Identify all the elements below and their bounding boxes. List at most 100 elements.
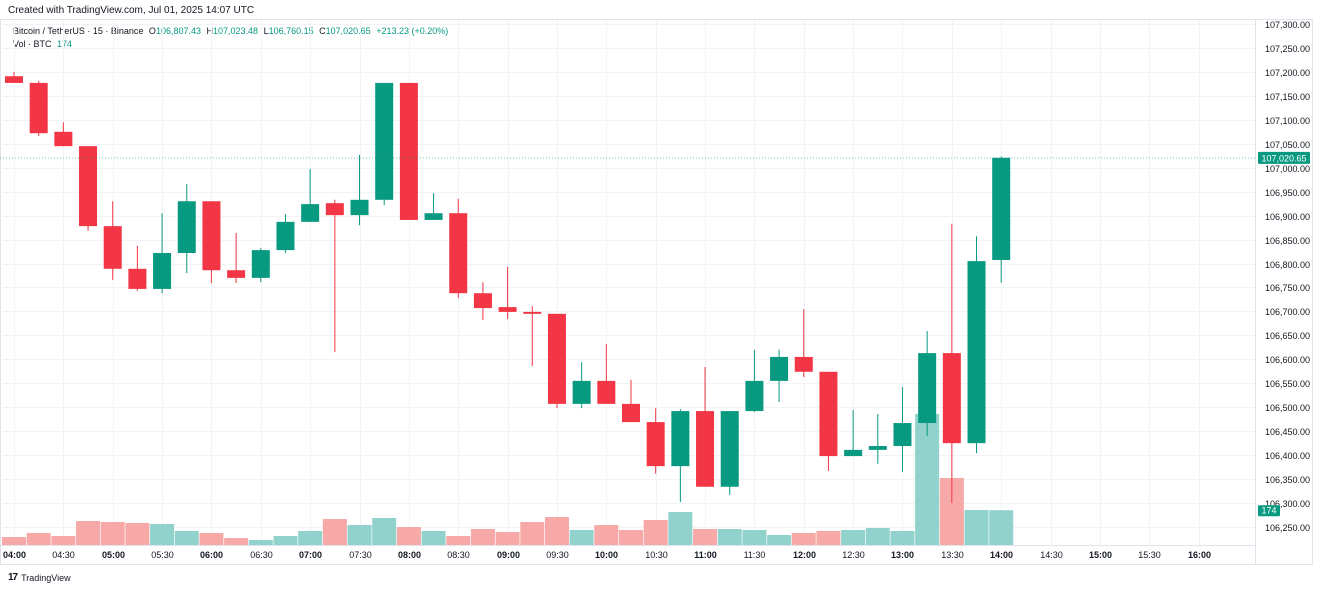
symbol-title: Bitcoin / TetherUS · 15 · Binance <box>13 26 144 36</box>
candle-body <box>893 423 912 447</box>
volume-bar <box>619 530 643 545</box>
volume-bar <box>693 529 718 545</box>
volume-bar <box>273 536 298 545</box>
candle-body <box>202 201 221 271</box>
price-tick-label: 106,600.00 <box>1265 355 1310 365</box>
volume-bar <box>347 525 372 545</box>
volume-bar <box>224 538 249 545</box>
volume-bar <box>816 531 841 545</box>
time-tick-label: 16:00 <box>1188 550 1211 560</box>
volume-bar <box>520 522 545 545</box>
candle-body <box>671 411 690 467</box>
volume-bar <box>2 537 26 545</box>
time-tick-label: 07:30 <box>349 550 372 560</box>
candle-body <box>844 449 863 457</box>
time-tick-label: 05:00 <box>102 550 125 560</box>
candle-body <box>227 270 246 278</box>
candle-body <box>424 213 443 220</box>
series-legend: Bitcoin / TetherUS · 15 · Binance O106,8… <box>13 25 451 51</box>
candle-body <box>399 82 418 220</box>
candle-body <box>646 422 665 467</box>
candle-body <box>177 201 196 253</box>
price-tick-label: 106,400.00 <box>1265 451 1310 461</box>
last-price-badge <box>1258 151 1310 164</box>
candle-body <box>301 204 320 222</box>
price-tick-label: 107,050.00 <box>1265 140 1310 150</box>
price-tick-label: 107,250.00 <box>1265 44 1310 54</box>
candle-body <box>572 380 591 404</box>
volume-bar <box>544 517 569 545</box>
time-tick-label: 12:30 <box>842 550 865 560</box>
volume-bar <box>125 523 150 545</box>
time-tick-label: 08:30 <box>447 550 470 560</box>
candle-body <box>79 146 98 227</box>
price-tick-label: 107,300.00 <box>1265 20 1310 30</box>
volume-bar <box>396 527 421 545</box>
volume-bar <box>791 533 816 545</box>
candle-body <box>967 261 986 444</box>
time-tick-label: 09:00 <box>497 550 520 560</box>
time-tick-label: 09:30 <box>546 550 569 560</box>
volume-bar <box>26 533 51 545</box>
price-tick-label: 106,450.00 <box>1265 427 1310 437</box>
volume-bar <box>199 533 224 545</box>
volume-bar <box>248 540 273 545</box>
created-caption: Created with TradingView.com, Jul 01, 20… <box>8 5 255 16</box>
volume-bar <box>51 536 76 545</box>
candle-body <box>54 131 73 147</box>
time-tick-label: 14:30 <box>1040 550 1063 560</box>
last-volume-label: 174 <box>1261 506 1276 516</box>
candle-body <box>547 313 566 404</box>
axes: 107,300.00 107,250.00 107,200.00 107,150.00… <box>0 20 1310 560</box>
candle-body <box>325 203 344 216</box>
price-tick-label: 107,150.00 <box>1265 92 1310 102</box>
volume-bar <box>495 532 520 545</box>
gridlines <box>0 20 1255 545</box>
volume-bar <box>989 510 1014 545</box>
volume-bar <box>643 520 668 545</box>
price-tick-label: 107,200.00 <box>1265 68 1310 78</box>
price-tick-label: 106,300.00 <box>1265 499 1310 509</box>
price-tick-label: 107,000.00 <box>1265 164 1310 174</box>
candle-body <box>375 82 394 200</box>
volume-bar <box>594 525 619 545</box>
time-tick-label: 08:00 <box>398 550 421 560</box>
tv-logo-icon: 17 <box>8 572 18 583</box>
price-tick-label: 106,850.00 <box>1265 236 1310 246</box>
volume-bar <box>841 530 866 545</box>
volume-bar <box>470 529 495 545</box>
candle-body <box>5 76 23 83</box>
time-tick-label: 10:00 <box>595 550 618 560</box>
price-tick-label: 106,250.00 <box>1265 523 1310 533</box>
volume-bar <box>964 510 989 545</box>
candle-body <box>794 356 813 372</box>
volume-bar <box>372 518 397 545</box>
time-tick-label: 13:00 <box>891 550 914 560</box>
volume-row: Vol · BTC 174 <box>13 38 451 51</box>
candle-body <box>153 252 172 289</box>
volume-bar <box>76 521 101 545</box>
candle-body <box>498 307 517 312</box>
price-tick-label: 107,100.00 <box>1265 116 1310 126</box>
candle-body <box>473 293 492 309</box>
price-tick-label: 106,800.00 <box>1265 260 1310 270</box>
candle-body <box>523 311 542 314</box>
time-tick-label: 11:00 <box>694 550 717 560</box>
volume-bar <box>865 528 890 545</box>
time-tick-label: 07:00 <box>299 550 322 560</box>
volume-bar <box>150 524 175 545</box>
volume-bar <box>100 522 125 545</box>
volume-bar <box>446 536 471 545</box>
time-tick-label: 15:30 <box>1138 550 1161 560</box>
price-tick-label: 106,650.00 <box>1265 331 1310 341</box>
candle-body <box>276 221 295 251</box>
candle-body <box>696 411 715 487</box>
volume-bar <box>890 531 915 545</box>
candle-body <box>251 250 270 278</box>
candle-body <box>29 82 48 134</box>
price-tick-label: 106,950.00 <box>1265 188 1310 198</box>
time-tick-label: 13:30 <box>941 550 964 560</box>
tradingview-logo[interactable]: 17 TradingView <box>8 572 71 583</box>
price-tick-label: 106,350.00 <box>1265 475 1310 485</box>
